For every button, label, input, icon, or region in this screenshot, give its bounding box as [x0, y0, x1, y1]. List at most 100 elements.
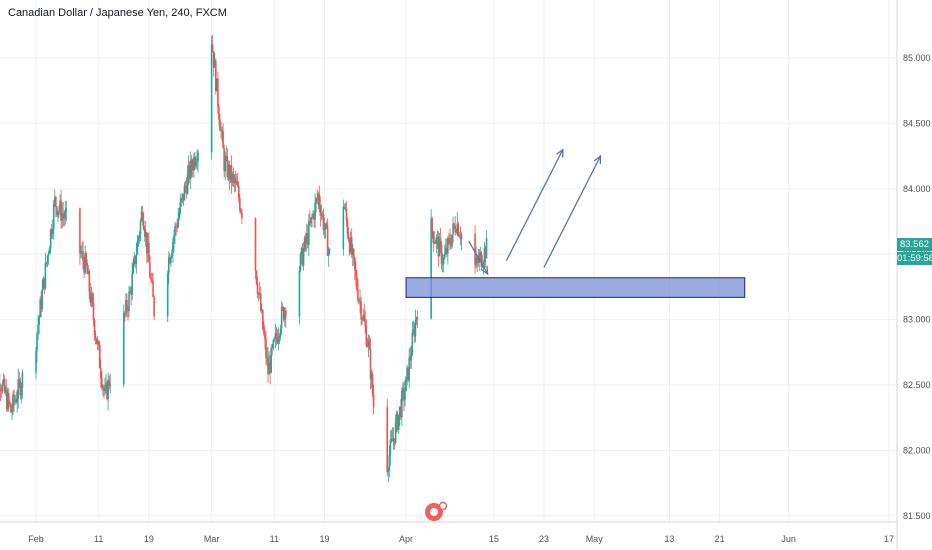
time-axis-labels[interactable]: Feb 11 19 Mar 11 19 Apr 15 23 May 13 21 Jun 17 — [28, 534, 894, 544]
candle — [360, 296, 362, 326]
candle — [476, 255, 478, 272]
candle — [454, 216, 456, 236]
candle — [211, 34, 214, 53]
candle — [82, 240, 84, 270]
tradingview-logo-icon[interactable] — [424, 500, 450, 522]
candle — [320, 204, 323, 221]
candle — [194, 151, 196, 171]
candle — [272, 339, 275, 351]
candle — [135, 243, 138, 274]
candle — [413, 322, 416, 343]
projection-arrows[interactable] — [468, 148, 602, 276]
candle — [479, 246, 482, 262]
candle — [86, 259, 89, 275]
candle — [213, 53, 216, 68]
candle — [403, 381, 405, 412]
candle — [269, 355, 271, 385]
candle — [228, 160, 231, 191]
candle — [231, 171, 234, 187]
candle — [259, 286, 262, 313]
candle — [240, 208, 242, 215]
candle — [369, 337, 372, 390]
candle — [42, 276, 45, 291]
candle — [3, 374, 6, 394]
candle — [308, 213, 310, 257]
candle — [101, 371, 103, 391]
candles — [0, 34, 488, 483]
candle — [356, 269, 358, 292]
candle — [178, 207, 181, 221]
candle — [440, 241, 443, 270]
candle — [475, 246, 477, 269]
candle — [107, 372, 109, 411]
candle — [216, 78, 218, 92]
candle — [170, 255, 172, 268]
candle — [444, 238, 447, 256]
time-tick-label: 23 — [539, 534, 549, 544]
last-price-badge: 83.562 — [897, 238, 932, 251]
candle — [415, 316, 418, 326]
candle — [414, 309, 417, 343]
candle — [19, 377, 22, 400]
candle — [182, 193, 185, 206]
candle — [361, 317, 363, 325]
candle — [13, 389, 15, 413]
candle — [176, 219, 178, 233]
candle — [109, 373, 112, 394]
candle — [136, 234, 139, 256]
candle — [219, 114, 221, 132]
candle — [43, 277, 46, 295]
candle — [326, 218, 329, 257]
time-tick-label: 17 — [884, 534, 894, 544]
candle — [483, 241, 486, 269]
candle — [102, 384, 104, 396]
candle — [328, 248, 331, 255]
candle — [412, 320, 415, 336]
candle — [98, 340, 101, 369]
candle — [230, 155, 233, 194]
candle — [187, 155, 190, 186]
candle — [35, 346, 37, 380]
candle — [239, 194, 241, 214]
candle — [368, 335, 371, 350]
candle — [83, 256, 85, 279]
candle — [255, 270, 258, 286]
candle — [169, 253, 171, 265]
candle — [184, 180, 187, 194]
candle — [404, 379, 406, 407]
candle — [303, 235, 306, 252]
candle — [364, 310, 367, 334]
candle — [14, 395, 16, 406]
candle — [346, 217, 349, 239]
candle — [306, 224, 309, 249]
candle — [263, 321, 265, 337]
candle — [395, 410, 398, 433]
candle — [222, 123, 224, 149]
candle — [229, 165, 232, 184]
candle — [150, 273, 152, 283]
candle — [321, 210, 324, 220]
price-tick-label: 81.500 — [903, 511, 931, 521]
candle — [186, 165, 189, 195]
candle — [62, 201, 64, 227]
candle — [274, 323, 277, 349]
candle — [394, 414, 397, 446]
candle — [392, 427, 395, 450]
candle — [64, 200, 67, 225]
candle — [386, 398, 389, 477]
candle — [220, 121, 222, 139]
candle — [226, 148, 229, 181]
candle — [396, 410, 399, 432]
candle — [362, 308, 364, 322]
candle — [84, 245, 86, 275]
candle — [241, 209, 243, 225]
price-axis-labels[interactable]: 85.00084.50084.00083.50083.00082.50082.0… — [903, 53, 931, 521]
candle — [485, 230, 488, 259]
candle — [342, 199, 345, 256]
support-zone-rectangle[interactable] — [405, 277, 746, 298]
candle — [95, 338, 98, 345]
candle — [438, 233, 441, 257]
candle — [128, 285, 130, 318]
candle — [236, 172, 239, 188]
